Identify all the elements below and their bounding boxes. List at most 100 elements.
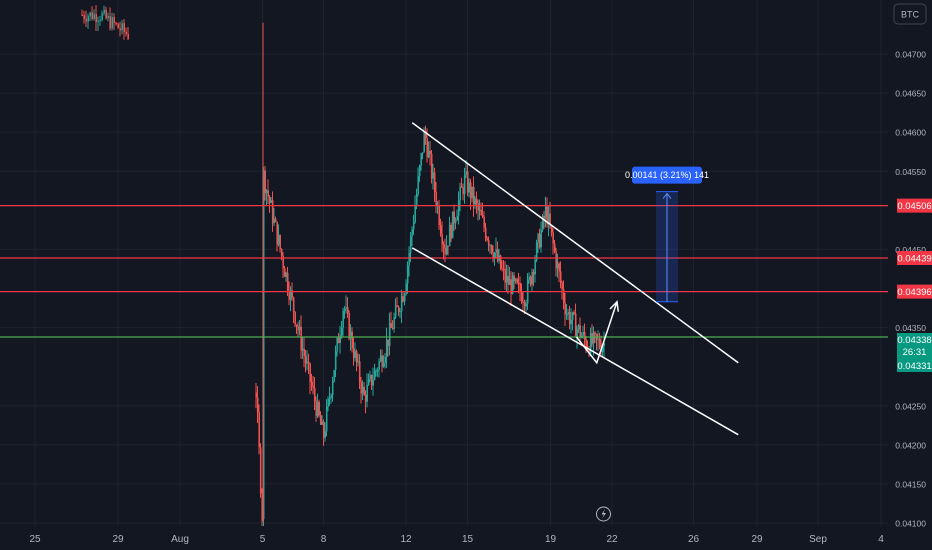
candle-body (361, 386, 364, 394)
price-tick-label: 0.04200 (895, 440, 926, 450)
price-line-tag-bg (897, 359, 932, 372)
candle-body (334, 351, 337, 371)
candle-body (381, 355, 383, 367)
candle-body (390, 323, 392, 328)
candle-body (543, 215, 545, 219)
time-tick-label: 29 (112, 534, 124, 545)
price-tick-label: 0.04550 (895, 167, 926, 177)
candle-body (493, 252, 496, 259)
candle-body (111, 17, 113, 29)
drawings[interactable]: 0.00141 (3.21%) 141 (411, 122, 739, 436)
lightning-icon[interactable] (596, 506, 611, 522)
candle-body (523, 302, 526, 307)
candle-body (414, 206, 416, 223)
candle-body (331, 381, 334, 396)
candle-body (355, 351, 358, 363)
symbol-button[interactable]: BTC (893, 3, 927, 25)
candle-body (405, 283, 407, 295)
level-tag-bg (897, 284, 932, 299)
level-tag-bg (897, 198, 932, 213)
candle-body (594, 332, 596, 335)
candle-body (123, 23, 125, 32)
candle-body (510, 279, 512, 294)
price-scale[interactable]: 0.04700 0.04650 0.04600 0.04550 0.04450 0.043… (888, 0, 932, 550)
candle-body (373, 370, 376, 380)
candle-body (549, 213, 551, 227)
candle-body (567, 311, 569, 315)
candle-body (460, 186, 463, 188)
projection-arrowhead (609, 300, 620, 312)
candle-body (357, 361, 359, 363)
candle-body (424, 131, 427, 139)
candle-body (369, 374, 371, 379)
candle-body (591, 333, 593, 344)
candle-body (556, 263, 559, 269)
candle-body (101, 13, 103, 20)
candle-body (486, 238, 488, 240)
candle-body (562, 289, 565, 303)
candle-body (531, 272, 533, 285)
candle-body (105, 9, 107, 19)
candle-body (125, 31, 127, 34)
candle-body (388, 323, 391, 346)
candle-body (403, 294, 406, 302)
candle-body (303, 348, 305, 357)
candle-body (528, 276, 530, 281)
candle-body (318, 401, 320, 416)
level-tag-bg (897, 251, 932, 266)
candle-body (294, 311, 296, 325)
candle-body (540, 229, 542, 248)
candle-body (408, 252, 410, 266)
candle-body (459, 186, 461, 201)
candle-body (477, 203, 479, 211)
time-scale[interactable]: 25 29 Aug 5 8 12 15 19 22 26 29 Sep 4 (0, 526, 888, 550)
projection-path[interactable] (575, 301, 618, 365)
candle-body (115, 22, 117, 24)
candle-body (306, 361, 308, 364)
candle-body (468, 182, 470, 193)
candle-body (559, 271, 562, 283)
trendline[interactable] (411, 122, 739, 364)
candle-body (490, 245, 493, 253)
candle-body (462, 187, 464, 195)
candle-body (397, 306, 400, 312)
candle-body (547, 213, 550, 225)
candle-body (300, 326, 302, 351)
candle-body (95, 13, 97, 22)
candle-body (481, 215, 484, 217)
candle-body (453, 211, 455, 224)
time-tick-label: 5 (260, 534, 266, 545)
candle-body (588, 348, 590, 354)
candle-body (522, 301, 524, 303)
candle-body (418, 165, 421, 177)
candle-body (463, 175, 466, 195)
candle-body (360, 381, 362, 394)
candle-body (430, 153, 433, 179)
candle-body (399, 311, 401, 313)
candle-body (483, 216, 485, 228)
candle-body (415, 194, 418, 207)
candle-body (417, 176, 419, 195)
candle-body (262, 170, 265, 520)
candle-body (312, 385, 314, 389)
candle-body (256, 397, 259, 413)
measure-arrowhead (662, 192, 672, 199)
candle-body (99, 19, 101, 21)
candle-body (345, 307, 347, 309)
candle-body (121, 23, 123, 31)
price-tick-label: 0.04250 (895, 401, 926, 411)
candle-body (505, 275, 508, 283)
time-tick-label: 26 (688, 534, 700, 545)
time-tick-label: 12 (400, 534, 412, 545)
candle-body (319, 415, 322, 425)
candle-body (456, 215, 458, 221)
candle-body (393, 317, 395, 329)
candle-body (537, 233, 539, 243)
candle-body (589, 333, 592, 354)
price-line-value: 0.04331 (897, 361, 931, 372)
trendline[interactable] (411, 247, 739, 436)
horizontal-levels[interactable] (0, 205, 897, 338)
candle-body (301, 348, 304, 351)
candle-body (109, 16, 111, 29)
